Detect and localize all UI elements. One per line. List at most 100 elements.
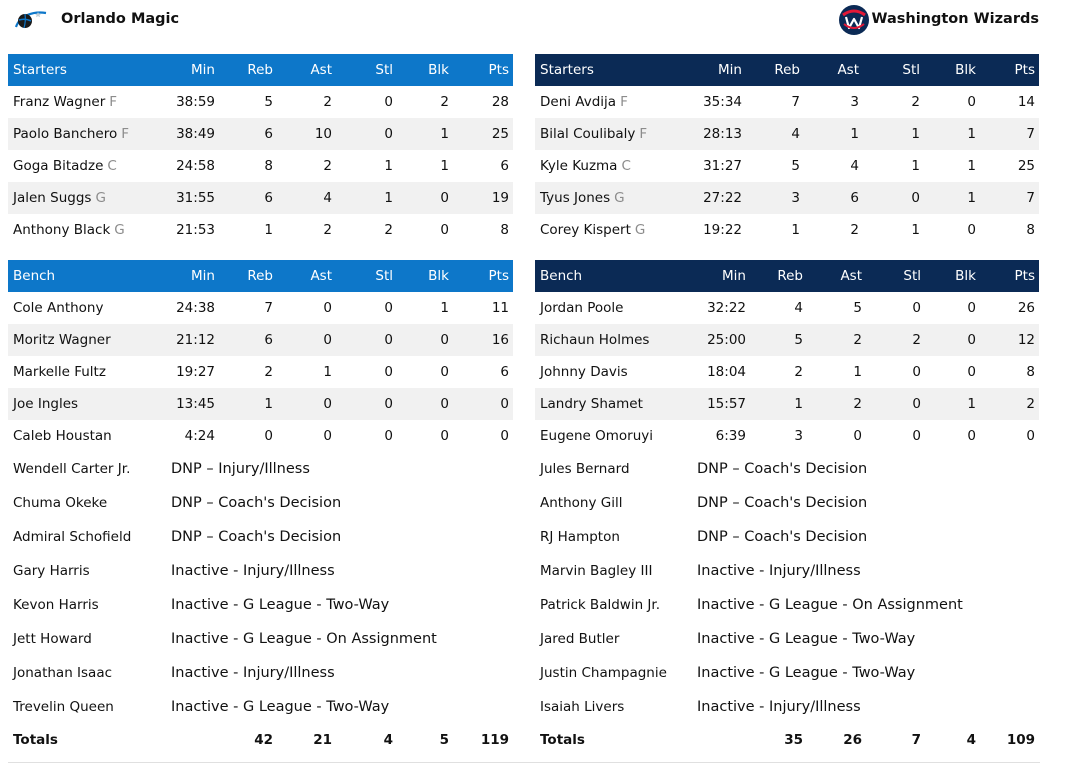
- player-name-link[interactable]: Patrick Baldwin Jr.: [540, 597, 661, 613]
- player-name-link[interactable]: Landry Shamet: [540, 396, 643, 412]
- total-blk: 5: [439, 732, 449, 748]
- player-name-link[interactable]: Isaiah Livers: [540, 699, 625, 715]
- player-name-link[interactable]: Jordan Poole: [540, 300, 624, 316]
- player-name-link[interactable]: Johnny Davis: [540, 364, 628, 380]
- player-cell: Jules Bernard: [535, 452, 697, 486]
- player-name-link[interactable]: Gary Harris: [13, 563, 90, 579]
- player-name-link[interactable]: Paolo Banchero: [13, 126, 118, 142]
- player-cell: Jalen Suggs G: [8, 182, 171, 214]
- player-cell: Trevelin Queen: [8, 690, 171, 724]
- player-name-link[interactable]: Caleb Houstan: [13, 428, 112, 444]
- stat-stl: 2: [866, 324, 925, 356]
- stat-reb: 6: [219, 118, 277, 150]
- stat-pts: 7: [980, 182, 1039, 214]
- stat-stl: 0: [336, 118, 397, 150]
- player-name-link[interactable]: Justin Champagnie: [540, 665, 667, 681]
- player-name-link[interactable]: RJ Hampton: [540, 529, 620, 545]
- player-name-link[interactable]: Cole Anthony: [13, 300, 104, 316]
- player-name-link[interactable]: Markelle Fultz: [13, 364, 106, 380]
- player-name-link[interactable]: Wendell Carter Jr.: [13, 461, 131, 477]
- stat-stl: 0: [384, 94, 393, 110]
- player-name-link[interactable]: Jalen Suggs: [13, 190, 92, 206]
- stat-blk: 0: [967, 94, 976, 110]
- inactive-row: Jules Bernard DNP – Coach's Decision: [535, 452, 1039, 486]
- player-name-link[interactable]: Goga Bitadze: [13, 158, 104, 174]
- player-name-link[interactable]: Kevon Harris: [13, 597, 99, 613]
- player-cell: Anthony Gill: [535, 486, 697, 520]
- player-name-link[interactable]: Anthony Gill: [540, 495, 623, 511]
- player-name-link[interactable]: Deni Avdija: [540, 94, 617, 110]
- player-row: Anthony Black G 21:53 1 2 2 0 8: [8, 214, 513, 246]
- stat-ast: 6: [804, 182, 863, 214]
- total-blk: 4: [966, 732, 976, 748]
- inactive-row: Wendell Carter Jr. DNP – Injury/Illness: [8, 452, 513, 486]
- player-name-link[interactable]: Eugene Omoruyi: [540, 428, 653, 444]
- player-cell: Richaun Holmes: [535, 324, 697, 356]
- player-row: Cole Anthony 24:38 7 0 0 1 11: [8, 292, 513, 324]
- player-cell: Patrick Baldwin Jr.: [535, 588, 697, 622]
- stat-min: 13:45: [171, 388, 219, 420]
- player-name-link[interactable]: Marvin Bagley III: [540, 563, 653, 579]
- player-name-link[interactable]: Corey Kispert: [540, 222, 631, 238]
- player-cell: Isaiah Livers: [535, 690, 697, 724]
- player-name-link[interactable]: Trevelin Queen: [13, 699, 114, 715]
- col-ast: Ast: [804, 54, 863, 86]
- player-name-link[interactable]: Jared Butler: [540, 631, 620, 647]
- stat-reb: 5: [750, 324, 807, 356]
- col-blk: Blk: [397, 54, 453, 86]
- col-min: Min: [171, 260, 219, 292]
- player-cell: Paolo Banchero F: [8, 118, 171, 150]
- player-status: Inactive - G League - On Assignment: [697, 597, 963, 613]
- player-name-link[interactable]: Tyus Jones: [540, 190, 611, 206]
- player-cell: Anthony Black G: [8, 214, 171, 246]
- player-name-link[interactable]: Admiral Schofield: [13, 529, 132, 545]
- col-min: Min: [702, 54, 746, 86]
- stat-ast: 5: [853, 300, 862, 316]
- stat-pts: 19: [453, 182, 513, 214]
- team-name[interactable]: Washington Wizards: [871, 11, 1039, 27]
- stat-min: 19:22: [703, 222, 742, 238]
- player-cell: Bilal Coulibaly F: [535, 118, 702, 150]
- stat-stl: 1: [911, 222, 920, 238]
- stat-blk: 0: [967, 428, 976, 444]
- bench-table: Bench Min Reb Ast Stl Blk Pts Cole Antho…: [8, 260, 513, 756]
- player-name-link[interactable]: Jett Howard: [13, 631, 92, 647]
- player-name-link[interactable]: Richaun Holmes: [540, 332, 650, 348]
- player-cell: RJ Hampton: [535, 520, 697, 554]
- stat-reb: 0: [264, 428, 273, 444]
- stat-pts: 8: [1026, 364, 1035, 380]
- player-name-link[interactable]: Chuma Okeke: [13, 495, 108, 511]
- player-name-link[interactable]: Moritz Wagner: [13, 332, 111, 348]
- stat-min: 28:13: [702, 118, 746, 150]
- player-cell: Corey Kispert G: [535, 214, 702, 246]
- stat-ast: 0: [853, 428, 862, 444]
- col-blk: Blk: [925, 260, 980, 292]
- starters-header-row: Starters Min Reb Ast Stl Blk Pts: [535, 54, 1039, 86]
- stat-pts: 11: [491, 300, 509, 316]
- player-name-link[interactable]: Jules Bernard: [540, 461, 630, 477]
- stat-min: 32:22: [707, 300, 746, 316]
- stat-pts: 0: [453, 388, 513, 420]
- total-stl: 7: [911, 732, 921, 748]
- col-ast: Ast: [277, 260, 336, 292]
- stat-pts: 14: [1017, 94, 1035, 110]
- col-pts: Pts: [453, 260, 513, 292]
- team-name[interactable]: Orlando Magic: [61, 11, 180, 27]
- stat-stl: 0: [863, 182, 924, 214]
- stat-pts: 6: [500, 364, 509, 380]
- player-name-link[interactable]: Kyle Kuzma: [540, 158, 618, 174]
- inactive-row: Jonathan Isaac Inactive - Injury/Illness: [8, 656, 513, 690]
- player-name-link[interactable]: Jonathan Isaac: [13, 665, 113, 681]
- player-name-link[interactable]: Joe Ingles: [13, 396, 79, 412]
- player-row: Franz Wagner F 38:59 5 2 0 2 28: [8, 86, 513, 118]
- stat-blk: 0: [967, 300, 976, 316]
- player-name-link[interactable]: Franz Wagner: [13, 94, 106, 110]
- starters-label: Starters: [8, 54, 171, 86]
- stat-pts: 0: [1026, 428, 1035, 444]
- stat-blk: 2: [440, 94, 449, 110]
- player-name-link[interactable]: Bilal Coulibaly: [540, 126, 636, 142]
- stat-blk: 1: [925, 388, 980, 420]
- player-cell: Jett Howard: [8, 622, 171, 656]
- player-position: C: [621, 158, 631, 174]
- player-name-link[interactable]: Anthony Black: [13, 222, 111, 238]
